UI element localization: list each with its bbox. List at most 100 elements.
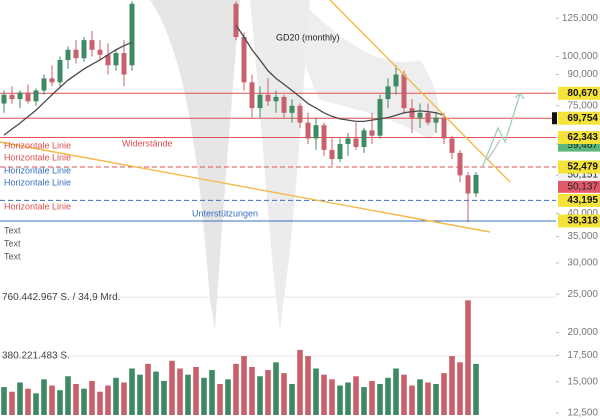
volume-bar <box>65 376 71 415</box>
candle-body <box>81 40 87 59</box>
level-box <box>558 131 600 145</box>
candle-body <box>457 152 463 176</box>
volume-bar <box>49 385 55 415</box>
candle-body <box>257 94 263 109</box>
candle-body <box>265 94 271 102</box>
volume-bar <box>441 373 447 415</box>
price-axis: 125,000100,00090,00075,00060,00050,00040… <box>556 0 600 420</box>
volume-bar <box>121 382 127 415</box>
candle-body <box>377 99 383 136</box>
y-tick-label: 75,000 <box>567 100 598 111</box>
volume-bar <box>281 373 287 415</box>
volume-bar <box>449 356 455 415</box>
volume-bar <box>393 368 399 415</box>
volume-bar <box>169 360 175 415</box>
volume-bar <box>209 370 215 415</box>
candle-body <box>121 53 127 75</box>
volume-bar <box>273 362 279 415</box>
annotation: Text <box>4 251 21 261</box>
volume-bar <box>145 363 151 415</box>
volume-bar <box>73 384 79 415</box>
level-label: 69,754 <box>567 113 598 124</box>
volume-tick-label: 760.442.967 S. / 34,9 Mrd. <box>2 292 120 303</box>
level-label: 43,195 <box>567 195 598 206</box>
level-label: 80,670 <box>567 88 598 99</box>
volume-bar <box>433 384 439 415</box>
candle-body <box>449 138 455 153</box>
candle-body <box>9 94 15 100</box>
volume-bar <box>217 384 223 415</box>
volume-bar <box>233 363 239 415</box>
annotation: Text <box>4 238 21 248</box>
y-tick-label: 12,500 <box>567 408 598 419</box>
volume-bar <box>129 368 135 415</box>
volume-bar <box>417 379 423 415</box>
level-box <box>558 214 600 228</box>
candle-body <box>425 112 431 123</box>
axis-background <box>556 0 600 420</box>
volume-bar <box>185 374 191 415</box>
candle-body <box>305 122 311 139</box>
price-tag-label: 50,151 <box>567 169 598 180</box>
y-tick-label: 25,000 <box>567 289 598 300</box>
y-tick-label: 125,000 <box>562 13 599 24</box>
candle-body <box>97 49 103 55</box>
candle-body <box>1 94 7 104</box>
volume-bar <box>105 385 111 415</box>
candle-body <box>49 78 55 83</box>
candle-body <box>73 49 79 59</box>
background <box>150 0 439 330</box>
y-tick-label: 20,000 <box>567 327 598 338</box>
candle-body <box>89 40 95 50</box>
volume-bar <box>313 368 319 415</box>
volume-bar <box>425 382 431 415</box>
annotation: Horizontale Linie <box>4 201 71 211</box>
volume-bar <box>409 385 415 415</box>
projection-arrow <box>481 93 521 169</box>
volume-bar <box>177 368 183 415</box>
candle-body <box>345 138 351 145</box>
volume-bar <box>97 391 103 415</box>
candle-body <box>249 82 255 109</box>
volume-pane: 760.442.967 S. / 34,9 Mrd. 380.221.483 S. <box>0 292 556 415</box>
y-tick-label: 100,000 <box>562 51 599 62</box>
volume-bar <box>137 374 143 415</box>
level-label: 62,343 <box>567 132 598 143</box>
candle-body <box>57 59 63 83</box>
level-box <box>558 193 600 207</box>
volume-bar <box>473 363 479 415</box>
annotation: Horizontale Linie <box>4 177 71 187</box>
candle-body <box>417 112 423 118</box>
level-box <box>558 160 600 174</box>
volume-bar <box>25 388 31 415</box>
volume-bar <box>305 356 311 415</box>
trend-line <box>0 141 491 233</box>
candle-body <box>25 92 31 102</box>
volume-bar <box>161 380 167 415</box>
volume-bar <box>361 387 367 415</box>
annotation: Horizontale Linie <box>4 140 71 150</box>
candle-body <box>273 96 279 102</box>
annotation: Widerstände <box>122 138 173 148</box>
price-pane <box>1 1 479 223</box>
volume-bar <box>297 349 303 415</box>
candle-body <box>105 54 111 66</box>
annotation: Unterstützungen <box>192 208 258 218</box>
volume-bar <box>257 376 263 415</box>
shaded-area <box>250 0 310 330</box>
candle-body <box>65 49 71 60</box>
level-label: 52,479 <box>567 162 598 173</box>
candle-body <box>409 108 415 118</box>
volume-bar <box>345 382 351 415</box>
volume-bar <box>321 374 327 415</box>
ma-label: GD20 (monthly) <box>276 32 340 42</box>
candle-body <box>385 86 391 100</box>
moving-average <box>3 41 133 136</box>
volume-bar <box>289 384 295 415</box>
candle-body <box>241 37 247 83</box>
candle-body <box>289 105 295 113</box>
candle-body <box>337 144 343 159</box>
volume-bar <box>17 382 23 415</box>
annotation: Text <box>4 225 21 235</box>
